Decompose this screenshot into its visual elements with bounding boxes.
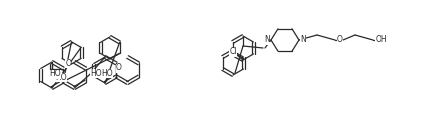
Text: HO: HO [49,69,61,78]
Text: N: N [300,36,306,45]
Text: OH: OH [375,36,387,45]
Text: HO: HO [90,69,101,78]
Text: N: N [264,36,270,45]
Text: Cl: Cl [229,48,237,57]
Text: O: O [65,59,71,68]
Text: O: O [116,63,122,72]
Text: O: O [337,36,343,45]
Text: HO: HO [55,73,67,82]
Text: HO: HO [101,69,113,78]
